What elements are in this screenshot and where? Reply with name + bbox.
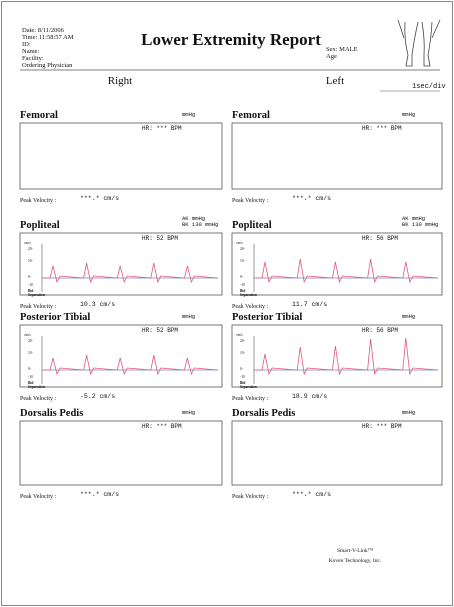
axis-label: Separation [240, 385, 257, 389]
footer-company: Koven Technology, Inc. [329, 558, 382, 564]
sex: Sex: MALE [326, 46, 358, 53]
artery-name: Popliteal [232, 220, 272, 231]
pressure: mmHg [182, 111, 195, 118]
heart-rate: HR: 52 BPM [142, 327, 178, 334]
axis-label: cm/s [24, 241, 31, 245]
artery-name: Posterior Tibial [20, 312, 90, 323]
artery-name: Dorsalis Pedis [20, 408, 83, 419]
axis-label: -10 [240, 375, 245, 379]
peak-velocity-label: Peak Velocity : [20, 304, 57, 310]
pressure: mmHg [182, 313, 195, 320]
heart-rate: HR: 52 BPM [142, 235, 178, 242]
peak-velocity: ***.* cm/s [292, 195, 331, 202]
peak-velocity-label: Peak Velocity : [232, 494, 269, 500]
pressure: BK 130 mmHg [402, 221, 438, 228]
peak-velocity-label: Peak Velocity : [232, 396, 269, 402]
peak-velocity: ***.* cm/s [292, 491, 331, 498]
axis-label: 10- [28, 259, 34, 263]
pressure: mmHg [402, 111, 415, 118]
pressure: mmHg [182, 409, 195, 416]
waveform-box [20, 233, 222, 295]
heart-rate: HR: *** BPM [362, 423, 402, 430]
waveform-box [20, 421, 222, 485]
axis-label: 10- [240, 351, 246, 355]
peak-velocity-label: Peak Velocity : [20, 494, 57, 500]
heart-rate: HR: 56 BPM [362, 235, 398, 242]
patient-name: Name: [22, 48, 40, 55]
peak-velocity: 18.9 cm/s [292, 393, 327, 400]
age: Age [326, 53, 337, 60]
date: Date: 8/11/2006 [22, 27, 65, 34]
patient-id: ID: [22, 41, 31, 48]
waveform-box [232, 123, 442, 189]
peak-velocity-label: Peak Velocity : [232, 304, 269, 310]
axis-label: cm/s [236, 333, 243, 337]
pressure: mmHg [402, 409, 415, 416]
time: Time: 11:58:57 AM [22, 34, 74, 41]
time-scale: 1sec/div [412, 83, 446, 91]
axis-label: Separation [28, 293, 45, 297]
peak-velocity: 10.3 cm/s [80, 301, 115, 308]
peak-velocity: 11.7 cm/s [292, 301, 327, 308]
heart-rate: HR: 56 BPM [362, 327, 398, 334]
axis-label: 10- [240, 259, 246, 263]
axis-label: Separation [28, 385, 45, 389]
axis-label: -10 [28, 283, 33, 287]
artery-name: Posterior Tibial [232, 312, 302, 323]
physician: Ordering Physician [22, 62, 73, 69]
peak-velocity: ***.* cm/s [80, 491, 119, 498]
artery-name: Dorsalis Pedis [232, 408, 295, 419]
peak-velocity-label: Peak Velocity : [20, 198, 57, 204]
axis-label: 20- [240, 247, 246, 251]
axis-label: 20- [240, 339, 246, 343]
artery-name: Femoral [232, 110, 270, 121]
axis-label: -10 [28, 375, 33, 379]
heart-rate: HR: *** BPM [142, 423, 182, 430]
waveform-box [232, 421, 442, 485]
heart-rate: HR: *** BPM [362, 125, 402, 132]
artery-name: Popliteal [20, 220, 60, 231]
report-title: Lower Extremity Report [141, 30, 321, 49]
axis-label: 10- [28, 351, 34, 355]
pressure: BK 130 mmHg [182, 221, 218, 228]
page-frame [2, 2, 453, 606]
pressure: mmHg [402, 313, 415, 320]
axis-label: cm/s [24, 333, 31, 337]
axis-label: Separation [240, 293, 257, 297]
footer-product: Smart-V-Link™ [337, 548, 374, 554]
peak-velocity-label: Peak Velocity : [232, 198, 269, 204]
report: Date: 8/11/2006 Time: 11:58:57 AM ID: Na… [0, 0, 454, 607]
peak-velocity: ***.* cm/s [80, 195, 119, 202]
axis-label: 20- [28, 339, 34, 343]
waveform-box [20, 325, 222, 387]
axis-label: 20- [28, 247, 34, 251]
side-left: Left [326, 75, 344, 87]
peak-velocity-label: Peak Velocity : [20, 396, 57, 402]
heart-rate: HR: *** BPM [142, 125, 182, 132]
axis-label: cm/s [236, 241, 243, 245]
peak-velocity: -5.2 cm/s [80, 393, 115, 400]
waveform-box [232, 233, 442, 295]
axis-label: -10 [240, 283, 245, 287]
waveform-box [20, 123, 222, 189]
facility: Facility: [22, 55, 44, 62]
artery-name: Femoral [20, 110, 58, 121]
side-right: Right [108, 75, 132, 87]
